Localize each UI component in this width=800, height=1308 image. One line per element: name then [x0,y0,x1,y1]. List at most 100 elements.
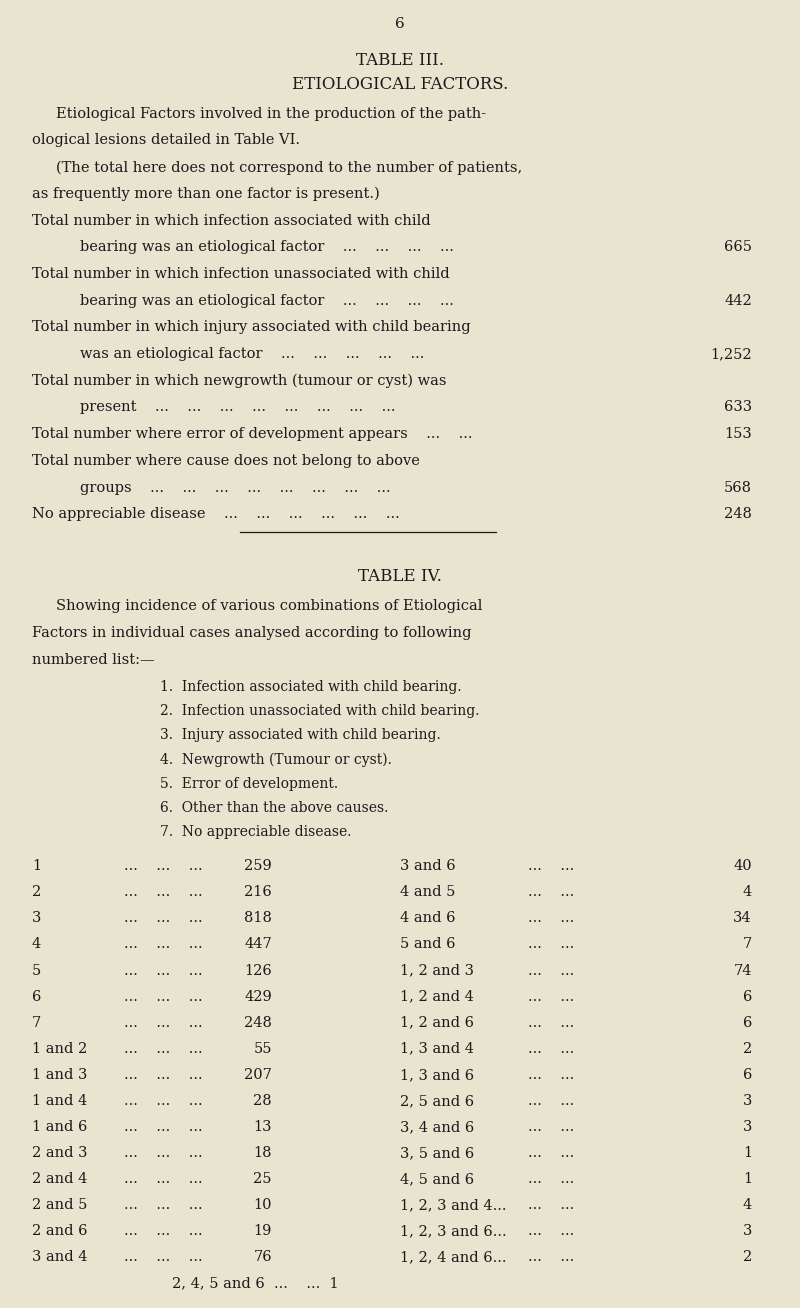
Text: ...    ...    ...: ... ... ... [124,1067,202,1082]
Text: 18: 18 [254,1146,272,1160]
Text: 1: 1 [743,1146,752,1160]
Text: 633: 633 [724,400,752,415]
Text: 1, 2, 3 and 6...: 1, 2, 3 and 6... [400,1224,506,1239]
Text: ...    ...    ...: ... ... ... [124,1120,202,1134]
Text: 6: 6 [32,990,42,1003]
Text: 6: 6 [742,1016,752,1029]
Text: 3: 3 [742,1120,752,1134]
Text: ...    ...    ...: ... ... ... [124,938,202,951]
Text: 6: 6 [742,1067,752,1082]
Text: 55: 55 [254,1041,272,1056]
Text: 4, 5 and 6: 4, 5 and 6 [400,1172,474,1186]
Text: bearing was an etiological factor    ...    ...    ...    ...: bearing was an etiological factor ... ..… [80,294,454,307]
Text: 2.  Infection unassociated with child bearing.: 2. Infection unassociated with child bea… [160,704,479,718]
Text: 1, 3 and 6: 1, 3 and 6 [400,1067,474,1082]
Text: Showing incidence of various combinations of Etiological: Showing incidence of various combination… [56,599,482,613]
Text: 248: 248 [724,508,752,521]
Text: 4 and 5: 4 and 5 [400,886,455,899]
Text: ...    ...    ...: ... ... ... [124,1172,202,1186]
Text: 76: 76 [254,1250,272,1265]
Text: 19: 19 [254,1224,272,1239]
Text: 3: 3 [742,1093,752,1108]
Text: ...    ...: ... ... [528,990,574,1003]
Text: 40: 40 [734,859,752,874]
Text: 216: 216 [244,886,272,899]
Text: 442: 442 [724,294,752,307]
Text: ...    ...: ... ... [528,1224,574,1239]
Text: ...    ...    ...: ... ... ... [124,1224,202,1239]
Text: bearing was an etiological factor    ...    ...    ...    ...: bearing was an etiological factor ... ..… [80,241,454,254]
Text: TABLE IV.: TABLE IV. [358,568,442,585]
Text: 28: 28 [254,1093,272,1108]
Text: ...    ...: ... ... [528,938,574,951]
Text: 10: 10 [254,1198,272,1213]
Text: ETIOLOGICAL FACTORS.: ETIOLOGICAL FACTORS. [292,76,508,93]
Text: 3, 4 and 6: 3, 4 and 6 [400,1120,474,1134]
Text: 447: 447 [244,938,272,951]
Text: ...    ...    ...: ... ... ... [124,1198,202,1213]
Text: ...    ...: ... ... [528,1146,574,1160]
Text: Etiological Factors involved in the production of the path-: Etiological Factors involved in the prod… [56,107,486,120]
Text: 3.  Injury associated with child bearing.: 3. Injury associated with child bearing. [160,729,441,742]
Text: 3 and 4: 3 and 4 [32,1250,87,1265]
Text: 1 and 4: 1 and 4 [32,1093,87,1108]
Text: Total number where cause does not belong to above: Total number where cause does not belong… [32,454,420,468]
Text: (The total here does not correspond to the number of patients,: (The total here does not correspond to t… [56,160,522,174]
Text: 1 and 6: 1 and 6 [32,1120,87,1134]
Text: 1: 1 [743,1172,752,1186]
Text: groups    ...    ...    ...    ...    ...    ...    ...    ...: groups ... ... ... ... ... ... ... ... [80,480,390,494]
Text: 2: 2 [742,1250,752,1265]
Text: ...    ...    ...: ... ... ... [124,859,202,874]
Text: ...    ...: ... ... [528,886,574,899]
Text: TABLE III.: TABLE III. [356,52,444,69]
Text: 2, 5 and 6: 2, 5 and 6 [400,1093,474,1108]
Text: ...    ...    ...: ... ... ... [124,1146,202,1160]
Text: ...    ...    ...: ... ... ... [124,1093,202,1108]
Text: 2 and 6: 2 and 6 [32,1224,87,1239]
Text: ...    ...    ...: ... ... ... [124,912,202,925]
Text: ...    ...: ... ... [528,1250,574,1265]
Text: 4.  Newgrowth (Tumour or cyst).: 4. Newgrowth (Tumour or cyst). [160,752,392,766]
Text: Total number in which infection associated with child: Total number in which infection associat… [32,213,430,228]
Text: 153: 153 [724,428,752,441]
Text: 1.  Infection associated with child bearing.: 1. Infection associated with child beari… [160,680,462,693]
Text: ...    ...: ... ... [528,1067,574,1082]
Text: 3, 5 and 6: 3, 5 and 6 [400,1146,474,1160]
Text: 5 and 6: 5 and 6 [400,938,455,951]
Text: ...    ...: ... ... [528,859,574,874]
Text: 4: 4 [742,886,752,899]
Text: ...    ...    ...: ... ... ... [124,1250,202,1265]
Text: ological lesions detailed in Table VI.: ological lesions detailed in Table VI. [32,133,300,148]
Text: 2, 4, 5 and 6  ...    ...  1: 2, 4, 5 and 6 ... ... 1 [172,1277,338,1291]
Text: 1 and 2: 1 and 2 [32,1041,87,1056]
Text: ...    ...    ...: ... ... ... [124,1016,202,1029]
Text: ...    ...: ... ... [528,1198,574,1213]
Text: 4 and 6: 4 and 6 [400,912,455,925]
Text: 2 and 5: 2 and 5 [32,1198,87,1213]
Text: ...    ...: ... ... [528,964,574,977]
Text: ...    ...: ... ... [528,1172,574,1186]
Text: 7: 7 [32,1016,42,1029]
Text: 2 and 4: 2 and 4 [32,1172,87,1186]
Text: as frequently more than one factor is present.): as frequently more than one factor is pr… [32,187,380,201]
Text: 1, 3 and 4: 1, 3 and 4 [400,1041,474,1056]
Text: Total number where error of development appears    ...    ...: Total number where error of development … [32,428,473,441]
Text: 6: 6 [742,990,752,1003]
Text: 3: 3 [32,912,42,925]
Text: 207: 207 [244,1067,272,1082]
Text: 74: 74 [734,964,752,977]
Text: ...    ...    ...: ... ... ... [124,990,202,1003]
Text: 1: 1 [32,859,41,874]
Text: ...    ...    ...: ... ... ... [124,964,202,977]
Text: 2 and 3: 2 and 3 [32,1146,87,1160]
Text: 429: 429 [244,990,272,1003]
Text: 818: 818 [244,912,272,925]
Text: 259: 259 [244,859,272,874]
Text: 1, 2 and 4: 1, 2 and 4 [400,990,474,1003]
Text: 34: 34 [734,912,752,925]
Text: ...    ...    ...: ... ... ... [124,886,202,899]
Text: 6: 6 [395,17,405,31]
Text: ...    ...: ... ... [528,1093,574,1108]
Text: 1, 2, 4 and 6...: 1, 2, 4 and 6... [400,1250,506,1265]
Text: 7.  No appreciable disease.: 7. No appreciable disease. [160,825,351,840]
